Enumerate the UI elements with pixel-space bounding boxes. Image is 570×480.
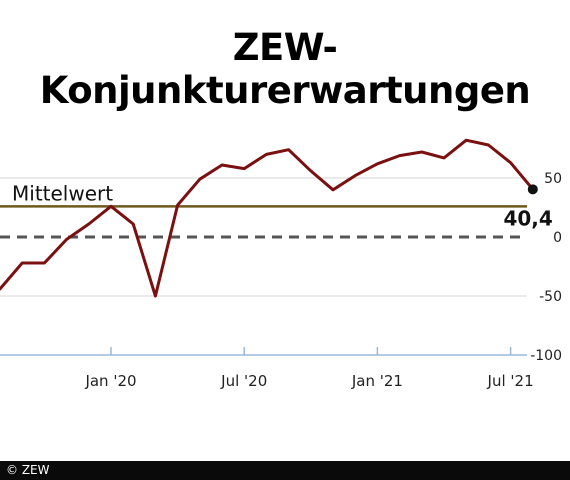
x-axis: Jan '20 Jul '20 Jan '21 Jul '21 <box>84 347 534 390</box>
last-value-label: 40,4 <box>503 206 552 230</box>
y-axis-labels: 50 0 -50 -100 <box>530 171 562 364</box>
y-tick-label-0: 50 <box>544 171 562 187</box>
x-tick-label-2: Jan '21 <box>351 372 403 390</box>
series-line-0 <box>0 138 535 298</box>
series-group: 40,4 <box>0 138 553 298</box>
last-point-marker <box>527 184 538 195</box>
x-tick-label-3: Jul '21 <box>487 372 534 390</box>
x-tick-label-0: Jan '20 <box>84 372 136 390</box>
copyright-footer: © ZEW <box>0 461 570 480</box>
line-chart: Jan '20 Jul '20 Jan '21 Jul '21 Mittelwert … <box>0 138 562 390</box>
gridlines <box>0 177 527 356</box>
x-tick-label-1: Jul '20 <box>220 372 267 390</box>
y-tick-label-3: -100 <box>530 348 562 364</box>
y-tick-label-1: 0 <box>553 230 562 246</box>
y-tick-label-2: -50 <box>539 289 562 305</box>
mean-line-label: Mittelwert <box>12 181 113 205</box>
chart-title: ZEW-Konjunkturerwartungen <box>39 26 531 112</box>
reference-lines: Mittelwert <box>0 181 527 239</box>
